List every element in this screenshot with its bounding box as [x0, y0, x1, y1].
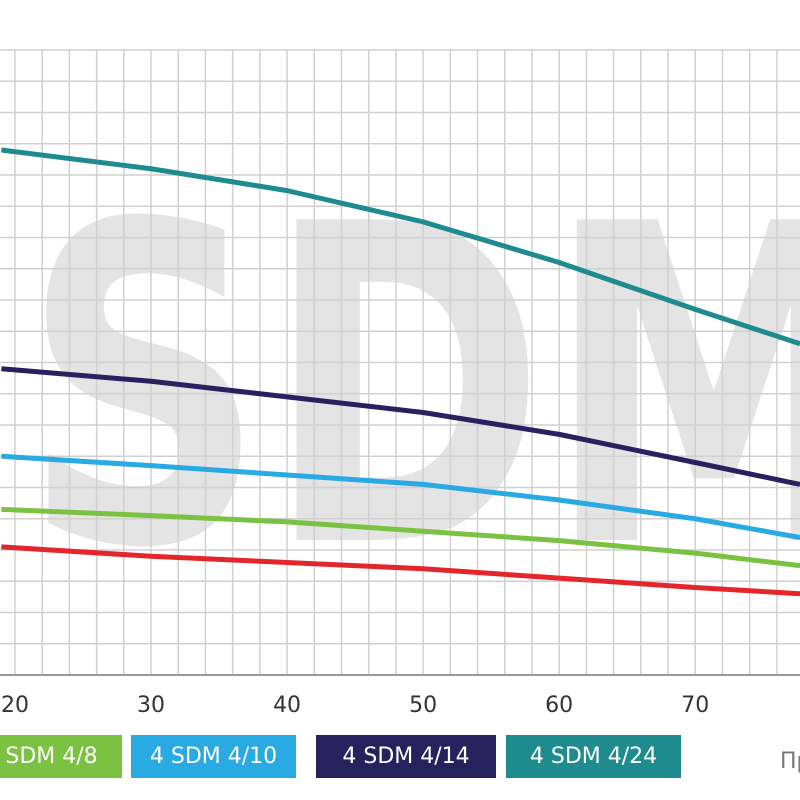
legend-item: 4 SDM 4/24 — [506, 735, 681, 778]
legend-label: 4 SDM 4/14 — [342, 744, 469, 769]
legend-swatch — [316, 735, 496, 778]
legend-item: 4 SDM 4/10 — [131, 735, 296, 778]
x-tick-label: 50 — [409, 693, 437, 718]
legend-swatch — [506, 735, 681, 778]
legend-swatch — [0, 735, 122, 778]
x-tick-label: 70 — [681, 693, 709, 718]
legend-label: 4 SDM 4/8 — [0, 744, 98, 769]
legend-label: 4 SDM 4/10 — [150, 744, 277, 769]
line — [1, 366, 800, 487]
x-tick-label: 40 — [273, 693, 301, 718]
line — [1, 147, 800, 347]
legend-label: 4 SDM 4/24 — [530, 744, 657, 769]
line — [1, 544, 800, 597]
line — [1, 506, 800, 569]
x-tick-label: 30 — [137, 693, 165, 718]
legend-item: 4 SDM 4/14 — [316, 735, 496, 778]
line — [1, 453, 800, 540]
x-tick-label: 60 — [545, 693, 573, 718]
legend-item: 4 SDM 4/8 — [0, 735, 122, 778]
x-tick-label: 20 — [1, 693, 29, 718]
legend-swatch — [131, 735, 296, 778]
x-axis-label: Пр — [780, 749, 800, 774]
